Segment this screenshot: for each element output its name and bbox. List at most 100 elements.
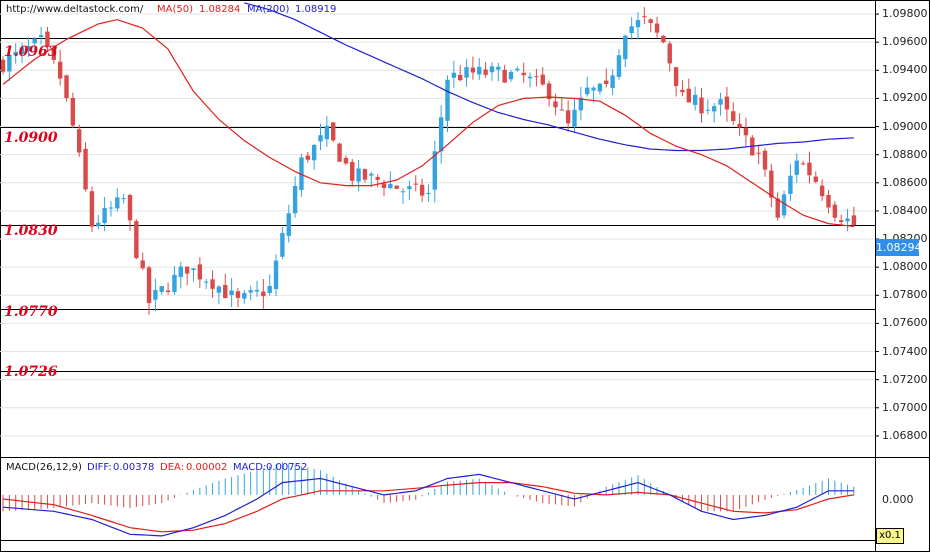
bull-candle: [432, 151, 437, 190]
bull-candle: [635, 20, 641, 28]
bear-candle: [724, 96, 730, 110]
bull-candle: [388, 183, 393, 189]
price-tick-label: 1.07400: [882, 344, 928, 358]
bear-candle: [502, 69, 507, 83]
bull-candle: [115, 197, 120, 209]
bear-candle: [57, 61, 63, 79]
bear-candle: [851, 215, 857, 226]
bull-candle: [572, 109, 577, 127]
bear-candle: [483, 69, 488, 75]
price-tick-label: 1.07200: [882, 372, 928, 386]
bull-candle: [292, 185, 298, 214]
bull-candle: [178, 266, 183, 278]
bull-candle: [204, 281, 209, 283]
level-label-1: 1.0963: [4, 44, 58, 60]
bull-candle: [426, 192, 431, 194]
bear-candle: [521, 72, 526, 76]
bear-candle: [165, 290, 171, 292]
macd-dea-line: [2, 482, 854, 533]
bull-candle: [13, 51, 18, 56]
bear-candle: [261, 291, 266, 297]
bull-candle: [489, 66, 495, 73]
bull-candle: [616, 55, 622, 77]
ma200-value: 1.08919: [295, 4, 337, 15]
bull-candle: [356, 168, 361, 182]
bear-candle: [127, 195, 133, 221]
bear-candle: [819, 185, 825, 197]
bear-candle: [800, 163, 806, 165]
bull-candle: [451, 72, 457, 78]
price-tick-label: 1.08600: [882, 175, 928, 189]
bear-candle: [419, 184, 425, 196]
price-tick-label: 1.07000: [882, 400, 928, 414]
bull-candle: [477, 66, 482, 75]
bull-candle: [623, 35, 628, 60]
bull-candle: [299, 157, 304, 190]
bull-candle: [407, 186, 412, 190]
bull-candle: [794, 160, 799, 175]
zoom-button[interactable]: x0.1: [876, 528, 904, 544]
bull-candle: [121, 198, 126, 200]
bear-candle: [235, 291, 241, 298]
bull-candle: [26, 45, 31, 52]
bull-candle: [216, 286, 222, 293]
bear-candle: [667, 43, 672, 64]
bear-candle: [0, 59, 6, 72]
bear-candle: [642, 16, 647, 18]
bear-candle: [565, 110, 571, 124]
bear-candle: [673, 67, 679, 87]
bear-candle: [540, 74, 545, 85]
price-tick-label: 1.07800: [882, 288, 928, 302]
bear-candle: [77, 129, 82, 153]
bear-candle: [375, 176, 380, 180]
current-price-badge: 1.08294: [876, 239, 922, 256]
bull-candle: [591, 87, 596, 91]
macd-diff-line: [2, 473, 854, 537]
bull-candle: [578, 97, 584, 111]
price-tick-label: 1.09600: [882, 35, 928, 49]
bear-candle: [140, 260, 145, 269]
bull-candle: [254, 289, 260, 292]
price-tick-label: 1.07600: [882, 316, 928, 330]
bull-candle: [273, 260, 279, 290]
bear-candle: [654, 23, 660, 33]
bull-candle: [153, 289, 158, 300]
bear-candle: [394, 185, 399, 189]
bear-candle: [305, 155, 310, 160]
bear-candle: [839, 220, 844, 222]
bull-candle: [318, 135, 323, 142]
bull-candle: [692, 94, 698, 105]
bear-candle: [45, 31, 50, 47]
bull-candle: [38, 35, 44, 37]
bull-candle: [781, 194, 787, 216]
bear-candle: [381, 183, 387, 189]
bull-candle: [845, 218, 850, 222]
bear-candle: [331, 122, 336, 141]
price-tick-label: 1.09000: [882, 119, 928, 133]
bull-candle: [280, 233, 285, 257]
bull-candle: [286, 213, 291, 236]
ma50-value: 1.08284: [199, 4, 241, 15]
bull-candle: [438, 117, 444, 152]
bull-candle: [597, 83, 603, 92]
bull-candle: [400, 191, 406, 193]
bull-candle: [96, 222, 101, 227]
bull-candle: [712, 106, 717, 112]
bear-candle: [362, 169, 368, 180]
bear-candle: [210, 279, 215, 289]
bull-candle: [585, 87, 590, 95]
bull-candle: [369, 173, 374, 176]
bull-candle: [108, 207, 114, 209]
bear-candle: [743, 127, 749, 136]
bull-candle: [242, 293, 247, 299]
bear-candle: [648, 19, 653, 24]
price-tick-label: 1.06800: [882, 428, 928, 442]
bear-candle: [134, 221, 139, 259]
site-url: http://www.deltastock.com/: [6, 4, 144, 15]
bull-candle: [229, 290, 234, 295]
bear-candle: [146, 267, 152, 304]
macd-dea-label: DEA:: [160, 462, 185, 473]
bear-candle: [826, 194, 831, 208]
